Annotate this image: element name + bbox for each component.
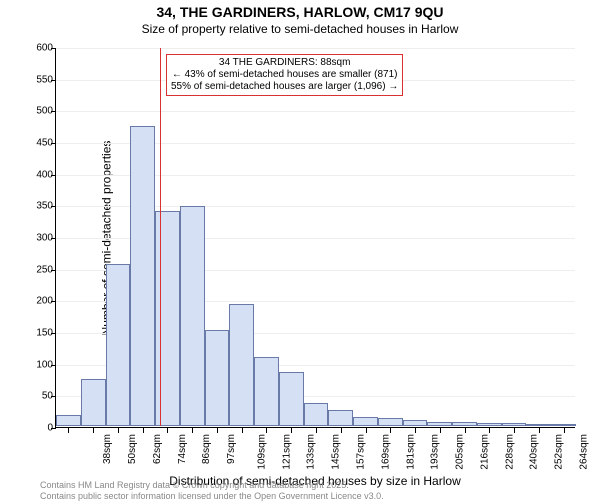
histogram-bar [254,357,279,426]
footer-attribution: Contains HM Land Registry data © Crown c… [40,480,384,502]
ytick-label: 250 [23,264,53,275]
xtick-mark [564,428,565,433]
xtick-label: 86sqm [201,434,212,464]
histogram-bar [353,417,378,427]
histogram-bar [452,422,477,426]
xtick-mark [489,428,490,433]
xtick-mark [143,428,144,433]
histogram-bar [56,415,81,426]
histogram-bar [304,403,329,426]
page-subtitle: Size of property relative to semi-detach… [0,22,600,36]
histogram-bar [205,330,230,426]
gridline [56,48,575,49]
histogram-bar [328,410,353,426]
xtick-mark [514,428,515,433]
xtick-mark [68,428,69,433]
ytick-label: 300 [23,233,53,244]
reference-line [160,48,161,426]
xtick-label: 121sqm [281,434,292,470]
xtick-mark [316,428,317,433]
histogram-bar [229,304,254,426]
xtick-mark [118,428,119,433]
ytick-label: 350 [23,201,53,212]
ytick-label: 400 [23,169,53,180]
footer-line2: Contains public sector information licen… [40,491,384,502]
ytick-label: 200 [23,296,53,307]
xtick-label: 181sqm [405,434,416,470]
histogram-bar [526,424,551,426]
xtick-mark [415,428,416,433]
xtick-label: 252sqm [554,434,565,470]
histogram-bar [81,379,106,427]
annotation-line: 34 THE GARDINERS: 88sqm [171,57,398,69]
xtick-label: 169sqm [380,434,391,470]
ytick-label: 550 [23,74,53,85]
ytick-label: 450 [23,138,53,149]
histogram-bar [106,264,131,426]
page-title: 34, THE GARDINERS, HARLOW, CM17 9QU [0,4,600,20]
histogram-bar [551,424,576,426]
xtick-label: 228sqm [504,434,515,470]
plot-area: 05010015020025030035040045050055060038sq… [55,48,575,428]
ytick-label: 150 [23,328,53,339]
ytick-label: 600 [23,43,53,54]
xtick-mark [390,428,391,433]
xtick-mark [93,428,94,433]
xtick-label: 264sqm [578,434,589,470]
xtick-label: 133sqm [306,434,317,470]
xtick-label: 193sqm [430,434,441,470]
xtick-mark [266,428,267,433]
ytick-label: 100 [23,359,53,370]
xtick-label: 216sqm [479,434,490,470]
xtick-label: 109sqm [257,434,268,470]
histogram-chart: Number of semi-detached properties 05010… [55,48,575,428]
histogram-bar [279,372,304,426]
histogram-bar [403,420,428,426]
xtick-label: 50sqm [127,434,138,464]
histogram-bar [378,418,403,426]
ytick-label: 500 [23,106,53,117]
xtick-label: 97sqm [226,434,237,464]
annotation-box: 34 THE GARDINERS: 88sqm← 43% of semi-det… [166,54,403,96]
xtick-mark [539,428,540,433]
xtick-mark [217,428,218,433]
histogram-bar [502,423,527,426]
ytick-label: 50 [23,391,53,402]
xtick-mark [192,428,193,433]
xtick-mark [440,428,441,433]
xtick-mark [465,428,466,433]
xtick-label: 38sqm [102,434,113,464]
xtick-label: 240sqm [529,434,540,470]
xtick-mark [341,428,342,433]
annotation-line: 55% of semi-detached houses are larger (… [171,81,398,93]
xtick-mark [167,428,168,433]
xtick-label: 62sqm [152,434,163,464]
histogram-bar [427,422,452,426]
histogram-bar [130,126,155,426]
annotation-line: ← 43% of semi-detached houses are smalle… [171,69,398,81]
histogram-bar [477,423,502,426]
xtick-mark [242,428,243,433]
xtick-mark [366,428,367,433]
xtick-label: 157sqm [356,434,367,470]
xtick-mark [291,428,292,433]
histogram-bar [180,206,205,426]
xtick-label: 74sqm [177,434,188,464]
histogram-bar [155,211,180,426]
footer-line1: Contains HM Land Registry data © Crown c… [40,480,384,491]
xtick-label: 145sqm [331,434,342,470]
gridline [56,111,575,112]
ytick-label: 0 [23,423,53,434]
xtick-label: 205sqm [455,434,466,470]
